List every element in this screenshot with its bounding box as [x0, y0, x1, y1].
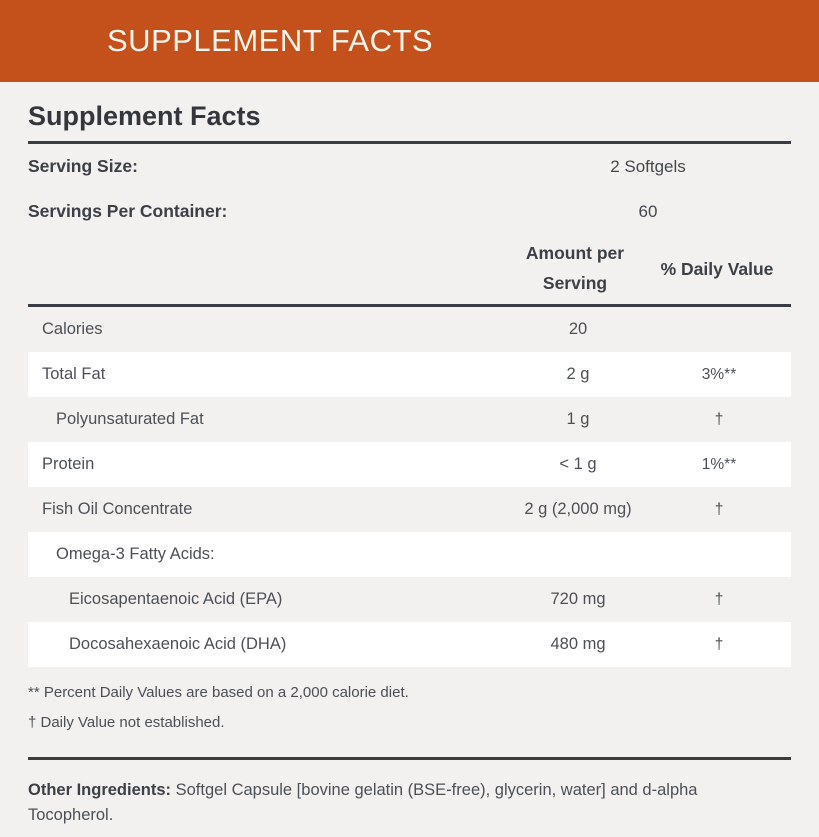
- nutrient-name: Polyunsaturated Fat: [56, 410, 204, 428]
- table-row-polyunsaturated-fat: Polyunsaturated Fat 1 g †: [28, 397, 791, 442]
- banner-title: SUPPLEMENT FACTS: [107, 23, 434, 58]
- nutrient-daily-value: †: [714, 635, 724, 653]
- panel-heading: Supplement Facts: [28, 101, 261, 131]
- servings-per-container-label: Servings Per Container:: [28, 201, 228, 221]
- other-ingredients: Other Ingredients: Softgel Capsule [bovi…: [28, 778, 728, 828]
- table-row-protein: Protein < 1 g 1%**: [28, 442, 791, 487]
- table-row-calories: Calories 20: [28, 307, 791, 352]
- nutrient-name: Docosahexaenoic Acid (DHA): [69, 635, 287, 653]
- table-header-divider: [28, 304, 791, 307]
- table-row-dha: Docosahexaenoic Acid (DHA) 480 mg †: [28, 622, 791, 667]
- nutrient-daily-value: †: [714, 410, 724, 428]
- nutrient-name: Calories: [42, 320, 103, 338]
- footnote-percent-daily-values: ** Percent Daily Values are based on a 2…: [28, 684, 409, 701]
- other-ingredients-text: Softgel Capsule [bovine gelatin (BSE-fre…: [28, 781, 698, 824]
- nutrient-daily-value: †: [714, 500, 724, 518]
- nutrient-amount: 20: [568, 320, 588, 338]
- servings-per-container-value: 60: [638, 201, 658, 221]
- nutrient-daily-value: †: [714, 590, 724, 608]
- nutrient-amount: 1 g: [566, 410, 590, 428]
- nutrient-daily-value: 1%**: [701, 455, 737, 473]
- supplement-facts-banner: SUPPLEMENT FACTS: [0, 0, 819, 82]
- nutrient-daily-value: 3%**: [701, 365, 737, 383]
- table-row-omega-3-fatty-acids: Omega-3 Fatty Acids:: [28, 532, 791, 577]
- other-ingredients-label: Other Ingredients:: [28, 781, 172, 799]
- serving-size-value: 2 Softgels: [610, 156, 686, 176]
- heading-divider: [28, 141, 791, 144]
- nutrient-name: Total Fat: [42, 365, 106, 383]
- nutrient-name: Omega-3 Fatty Acids:: [56, 545, 215, 563]
- nutrient-name: Eicosapentaenoic Acid (EPA): [69, 590, 283, 608]
- amount-per-serving-column-header: Amount per Serving: [525, 243, 625, 293]
- column-headers-row: Amount per Serving % Daily Value: [28, 234, 791, 304]
- serving-size-label: Serving Size:: [28, 156, 138, 176]
- serving-size-row: Serving Size: 2 Softgels: [28, 144, 791, 189]
- nutrient-amount: 2 g: [566, 365, 590, 383]
- footnotes-divider: [28, 757, 791, 760]
- footnotes-section: ** Percent Daily Values are based on a 2…: [28, 667, 791, 757]
- table-row-total-fat: Total Fat 2 g 3%**: [28, 352, 791, 397]
- footnote-daily-value-not-established: † Daily Value not established.: [28, 714, 225, 731]
- supplement-facts-panel: Supplement Facts Serving Size: 2 Softgel…: [0, 100, 819, 828]
- table-row-fish-oil-concentrate: Fish Oil Concentrate 2 g (2,000 mg) †: [28, 487, 791, 532]
- nutrient-amount: 480 mg: [550, 635, 606, 653]
- daily-value-column-header: % Daily Value: [660, 258, 774, 279]
- table-row-epa: Eicosapentaenoic Acid (EPA) 720 mg †: [28, 577, 791, 622]
- nutrient-name: Protein: [42, 455, 95, 473]
- nutrient-amount: 2 g (2,000 mg): [524, 500, 632, 518]
- nutrient-amount: 720 mg: [550, 590, 606, 608]
- nutrient-amount: < 1 g: [559, 455, 597, 473]
- nutrient-name: Fish Oil Concentrate: [42, 500, 193, 518]
- nutrient-table: Calories 20 Total Fat 2 g 3%** Polyunsat…: [28, 307, 791, 667]
- servings-per-container-row: Servings Per Container: 60: [28, 189, 791, 234]
